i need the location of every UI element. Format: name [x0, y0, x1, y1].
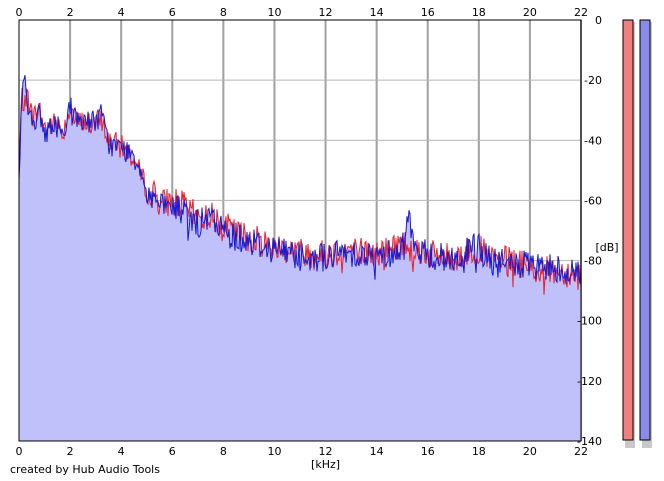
x-tick-label-top: 16 — [421, 6, 435, 19]
y-tick-label: -40 — [584, 134, 602, 147]
x-tick-label-bottom: 18 — [472, 445, 486, 458]
x-tick-label-top: 8 — [220, 6, 227, 19]
y-tick-label: -120 — [577, 375, 602, 388]
credit-text: created by Hub Audio Tools — [10, 463, 160, 476]
x-tick-label-bottom: 4 — [118, 445, 125, 458]
x-tick-label-top: 0 — [16, 6, 23, 19]
level-meters — [622, 19, 652, 448]
y-tick-label: 0 — [595, 14, 602, 27]
series-lines — [18, 74, 582, 295]
y-tick-label: -20 — [584, 74, 602, 87]
x-axis-label: [kHz] — [311, 458, 340, 471]
x-tick-label-bottom: 14 — [370, 445, 384, 458]
ticks: 002244668810101212141416161818202022220-… — [16, 6, 603, 458]
x-tick-label-bottom: 16 — [421, 445, 435, 458]
x-tick-label-top: 6 — [169, 6, 176, 19]
x-tick-label-top: 10 — [267, 6, 281, 19]
x-tick-label-bottom: 20 — [523, 445, 537, 458]
x-tick-label-bottom: 8 — [220, 445, 227, 458]
level-meter-1 — [622, 19, 634, 441]
y-tick-label: -140 — [577, 435, 602, 448]
x-tick-label-top: 4 — [118, 6, 125, 19]
x-tick-label-top: 2 — [67, 6, 74, 19]
x-tick-label-bottom: 2 — [67, 445, 74, 458]
y-tick-label: -80 — [584, 255, 602, 268]
x-tick-label-bottom: 10 — [267, 445, 281, 458]
x-tick-label-top: 22 — [574, 6, 588, 19]
x-tick-label-bottom: 0 — [16, 445, 23, 458]
x-tick-label-top: 12 — [319, 6, 333, 19]
series-line-2 — [18, 74, 582, 284]
x-tick-label-bottom: 22 — [574, 445, 588, 458]
y-axis-label: [dB] — [595, 241, 618, 254]
x-tick-label-top: 18 — [472, 6, 486, 19]
plot-border — [18, 19, 582, 442]
x-tick-label-top: 20 — [523, 6, 537, 19]
x-tick-label-bottom: 6 — [169, 445, 176, 458]
y-tick-label: -100 — [577, 315, 602, 328]
level-meter-2 — [639, 19, 651, 441]
y-tick-label: -60 — [584, 194, 602, 207]
x-tick-label-top: 14 — [370, 6, 384, 19]
x-tick-label-bottom: 12 — [319, 445, 333, 458]
